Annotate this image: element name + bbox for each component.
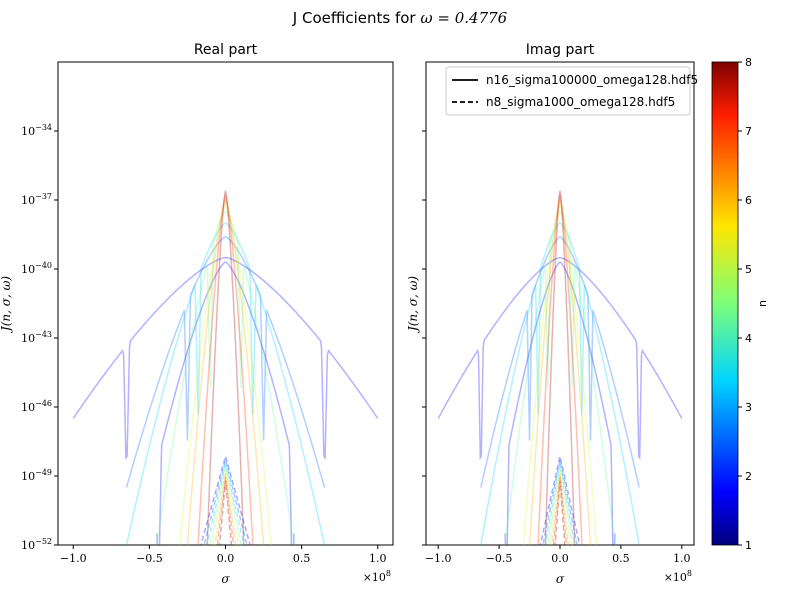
y-tick-label: 10−40: [21, 261, 52, 276]
dashed-series-n4: [546, 466, 574, 545]
legend-label: n8_sigma1000_omega128.hdf5: [486, 95, 675, 109]
colorbar-tick-label: 6: [745, 194, 752, 207]
dashed-series-n8: [554, 480, 566, 545]
series-line-n1: [156, 261, 295, 545]
series-line-n2: [125, 235, 326, 488]
colorbar: 1 2 3 4 5 6 7 8 n: [711, 56, 769, 552]
colorbar-tick-label: 8: [745, 56, 752, 69]
dashed-series-n6: [550, 473, 570, 545]
series-line-n3: [480, 222, 640, 545]
colorbar-gradient: [711, 61, 739, 546]
series-line-n3: [125, 222, 326, 545]
dashed-series-n4: [209, 466, 242, 545]
y-axis-label: J(n, σ, ω): [406, 276, 420, 334]
y-axis-label: J(n, σ, ω): [0, 276, 13, 334]
panel-title: Imag part: [526, 42, 595, 58]
x-axis-label: σ: [556, 572, 565, 586]
imag-part-panel: Imag part −1.0 −0.5 0.0 0.5 1.0 ×108 σ J(n, σ, ω…: [406, 42, 695, 586]
colorbar-tick-label: 3: [745, 401, 752, 414]
dashed-series-n2: [542, 459, 578, 545]
x-tick-label: 0.5: [293, 552, 311, 565]
legend: n16_sigma100000_omega128.hdf5 n8_sigma100…: [445, 66, 698, 116]
series-line-n6: [186, 198, 265, 545]
dashed-series-n7: [552, 477, 568, 545]
series-line-n1: [504, 261, 616, 545]
dashed-series-n1: [539, 456, 581, 545]
x-tick-label: −0.5: [136, 552, 163, 565]
y-tick-label: 10−34: [21, 123, 52, 138]
plot-area: [57, 61, 394, 546]
series-line-n7: [197, 193, 254, 545]
series-line-n1: [437, 256, 683, 461]
x-tick-label: 1.0: [673, 552, 691, 565]
series-line-n2: [480, 235, 640, 488]
y-tick-label: 10−37: [21, 192, 52, 207]
series-line-n6: [528, 198, 592, 545]
x-axis-label: σ: [221, 572, 230, 586]
y-tick-label: 10−52: [21, 537, 52, 552]
dashed-series-n6: [214, 473, 237, 545]
colorbar-tick-label: 1: [745, 539, 752, 552]
x-multiplier: ×108: [664, 569, 692, 584]
dashed-series-n8: [218, 480, 233, 545]
y-tick-label: 10−46: [21, 399, 52, 414]
series-group: [437, 190, 683, 545]
series-line-n1: [72, 256, 379, 460]
series-line-n4: [504, 210, 616, 545]
series-line-n5: [522, 203, 598, 545]
x-tick-label: −1.0: [60, 552, 87, 565]
series-line-n7: [537, 193, 583, 545]
x-tick-label: 0.0: [551, 552, 569, 565]
colorbar-tick-label: 5: [745, 263, 752, 276]
x-tick-label: 0.0: [217, 552, 235, 565]
x-tick-label: −0.5: [486, 552, 513, 565]
figure-title-prefix: J Coefficients for: [292, 9, 421, 27]
legend-box: [445, 66, 691, 116]
series-group: [72, 190, 379, 545]
x-multiplier: ×108: [363, 569, 391, 584]
real-part-panel: Real part −1.0 −0.5 0.0 0.5 1.0 ×108 σ 10−52 10−4…: [0, 42, 394, 586]
series-line-n8: [544, 190, 576, 545]
panel-title: Real part: [194, 42, 258, 58]
series-line-n4: [156, 210, 295, 545]
dashed-series-n7: [216, 477, 235, 545]
colorbar-tick-label: 7: [745, 125, 752, 138]
x-tick-label: 1.0: [369, 552, 387, 565]
figure-title-omega: ω = 0.4776: [420, 9, 507, 27]
y-tick-label: 10−43: [21, 330, 52, 345]
legend-label: n16_sigma100000_omega128.hdf5: [486, 73, 698, 87]
series-line-n5: [179, 203, 272, 545]
dashed-series-n3: [544, 463, 576, 545]
dashed-series-n3: [206, 463, 245, 545]
x-tick-label: −1.0: [425, 552, 452, 565]
colorbar-tick-label: 4: [745, 332, 752, 345]
colorbar-label: n: [756, 300, 769, 307]
figure-title: J Coefficients for ω = 0.4776: [292, 9, 508, 27]
dashed-series-n5: [548, 470, 572, 545]
y-tick-label: 10−49: [21, 468, 52, 483]
plot-area: [425, 61, 695, 546]
dashed-series-n5: [211, 470, 240, 545]
colorbar-tick-label: 2: [745, 470, 752, 483]
series-line-n8: [206, 190, 245, 545]
x-tick-label: 0.5: [612, 552, 630, 565]
